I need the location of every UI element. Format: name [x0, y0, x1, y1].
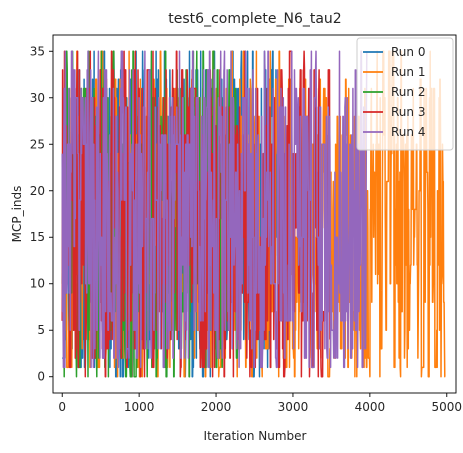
y-tick-label: 5: [37, 323, 45, 337]
x-tick-label: 4000: [355, 400, 386, 414]
x-tick-label: 1000: [124, 400, 155, 414]
legend-label: Run 0: [391, 45, 425, 59]
legend-label: Run 2: [391, 85, 425, 99]
x-axis: 0 1000 2000 3000 4000 5000: [58, 393, 462, 414]
y-axis-label: MCP_inds: [10, 186, 24, 243]
chart-title: test6_complete_N6_tau2: [168, 11, 341, 27]
y-tick-label: 30: [30, 91, 45, 105]
x-tick-label: 3000: [278, 400, 309, 414]
y-axis: 0 5 10 15 20 25 30 35: [30, 44, 53, 384]
x-tick-label: 5000: [431, 400, 462, 414]
legend-label: Run 1: [391, 65, 425, 79]
y-tick-label: 10: [30, 277, 45, 291]
x-tick-label: 0: [58, 400, 66, 414]
plot-frame: [52, 34, 457, 394]
x-tick-label: 2000: [201, 400, 232, 414]
legend: Run 0 Run 1 Run 2 Run 3 Run 4: [356, 37, 454, 151]
series-line-run-4: [61, 50, 368, 369]
y-tick-label: 15: [30, 230, 45, 244]
y-tick-label: 25: [30, 137, 45, 151]
x-axis-label: Iteration Number: [204, 429, 307, 443]
y-tick-label: 0: [37, 370, 45, 384]
legend-box: [356, 37, 454, 151]
legend-label: Run 4: [391, 125, 425, 139]
plot-lines: [61, 50, 446, 378]
y-tick-label: 35: [30, 44, 45, 58]
y-tick-label: 20: [30, 184, 45, 198]
legend-label: Run 3: [391, 105, 425, 119]
